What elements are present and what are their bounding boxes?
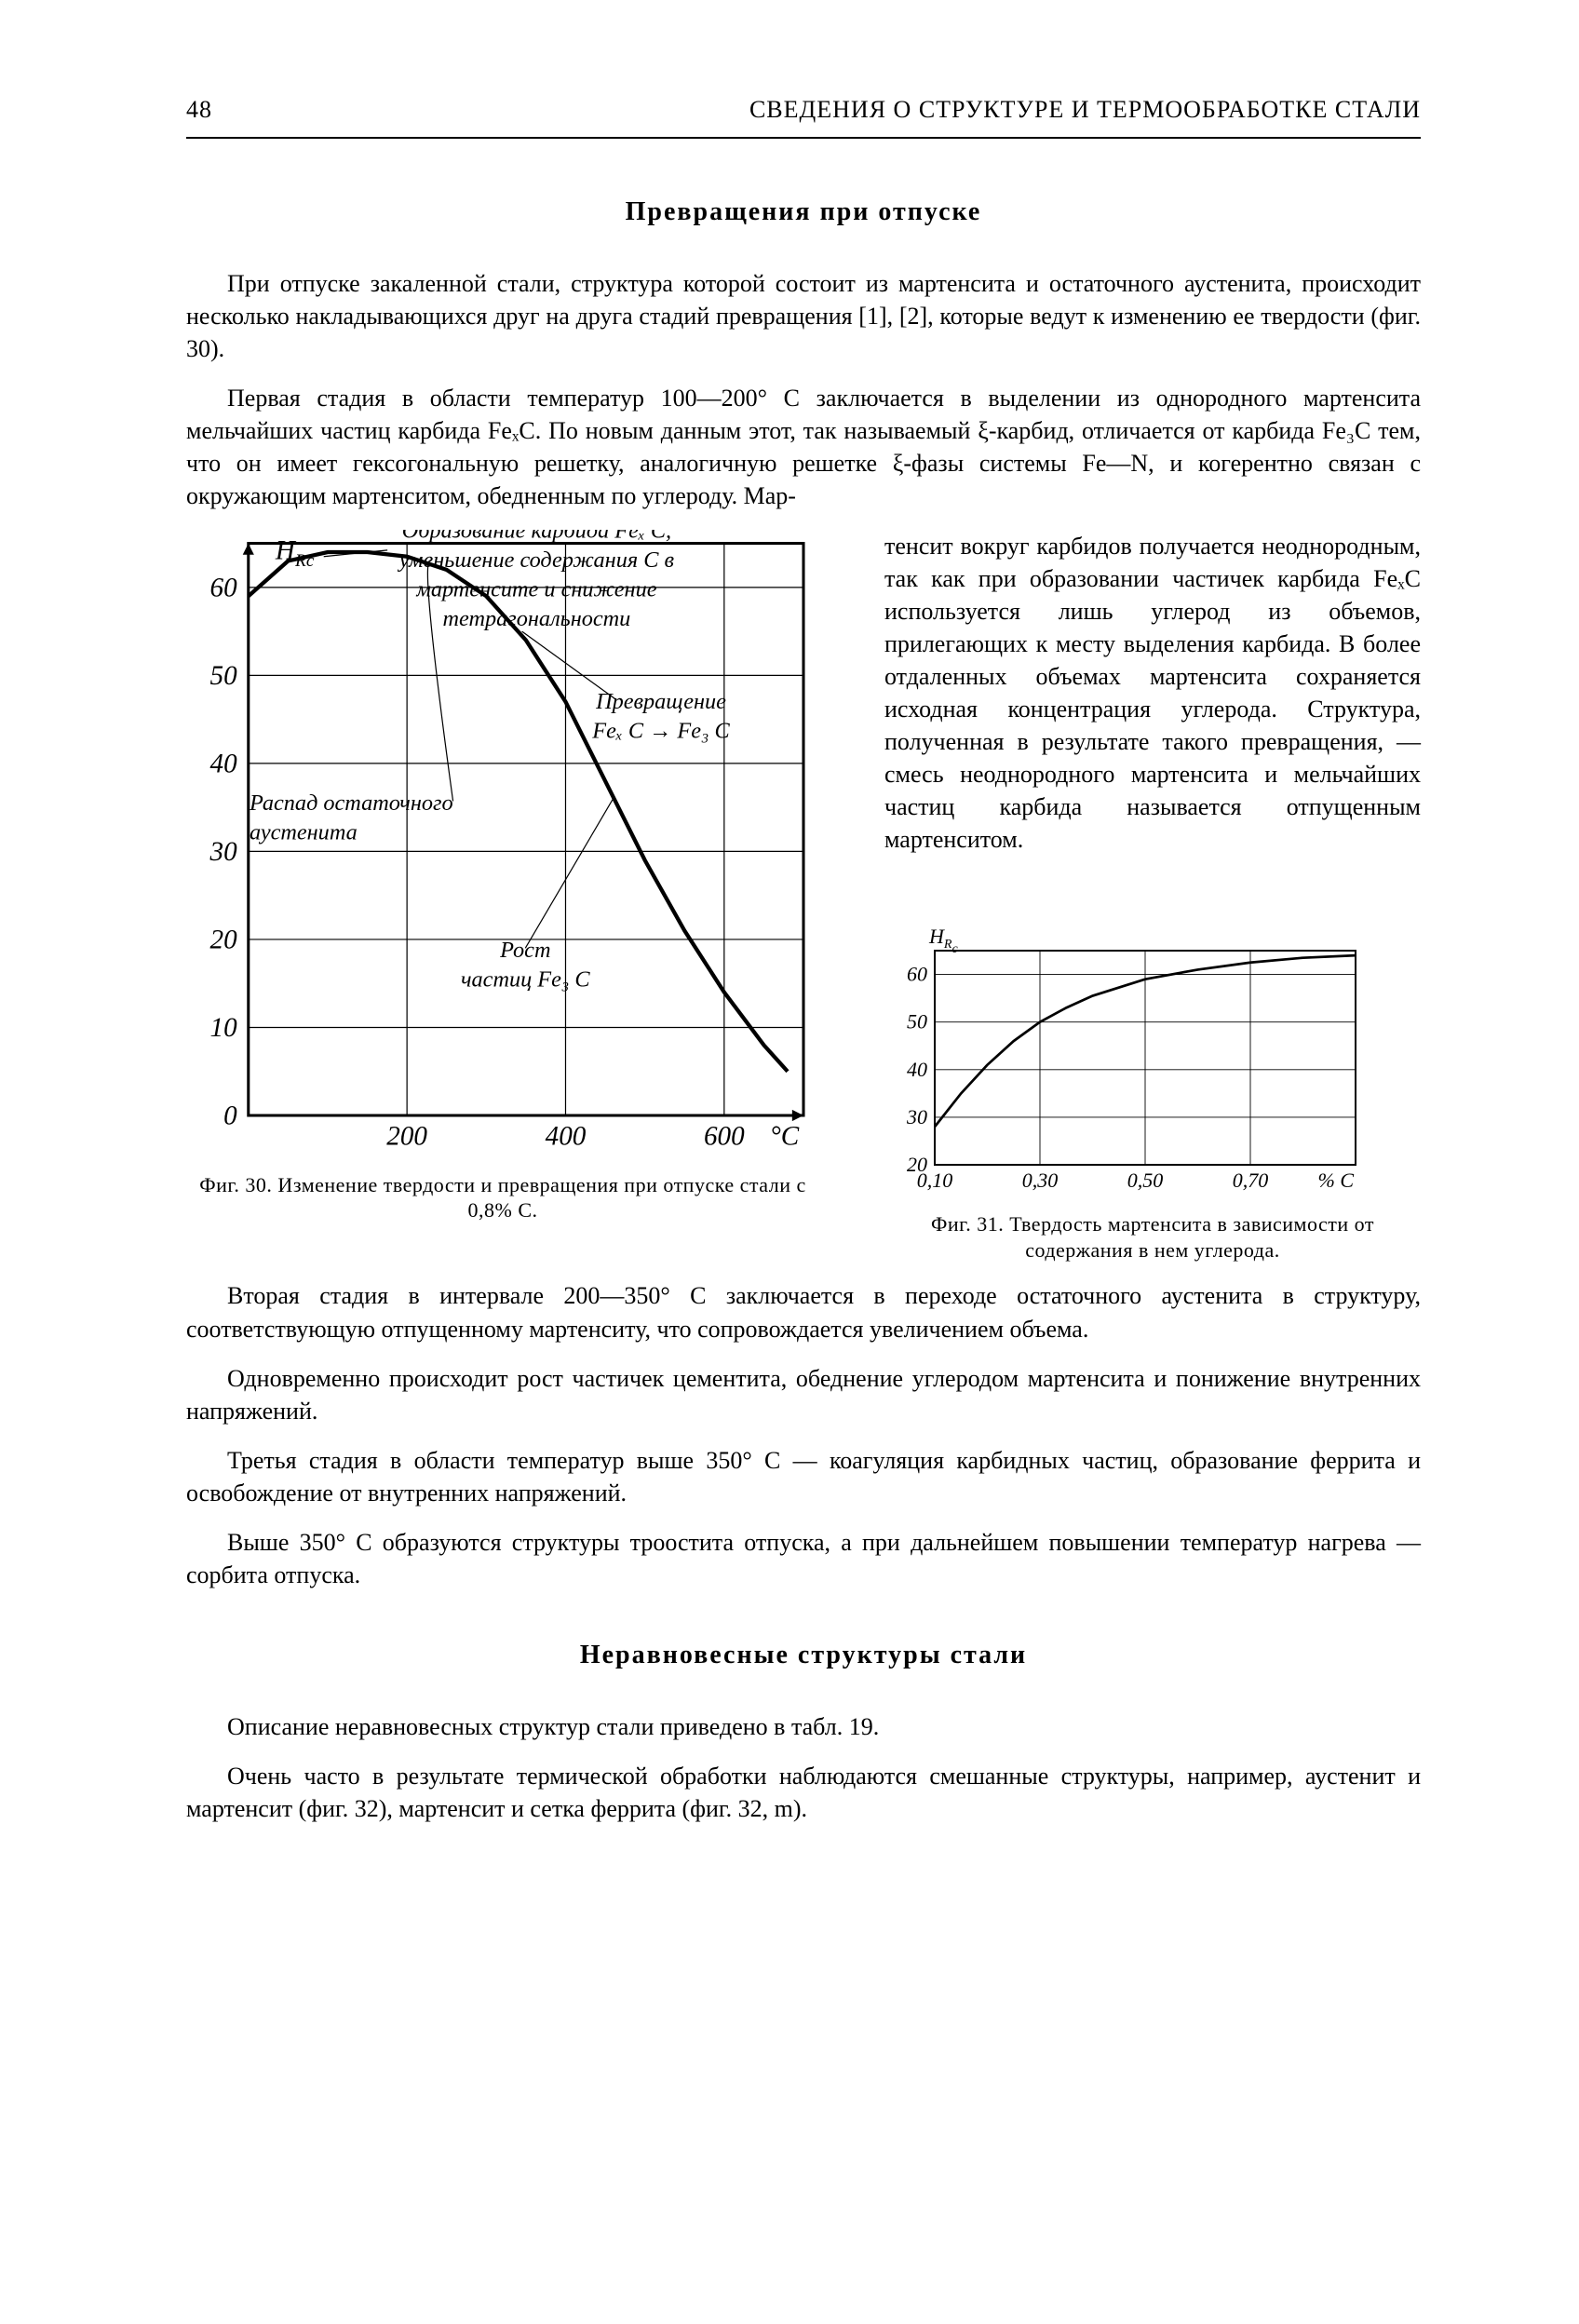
svg-text:0: 0: [223, 1101, 237, 1130]
svg-text:40: 40: [907, 1058, 927, 1081]
page-header: 48 СВЕДЕНИЯ О СТРУКТУРЕ И ТЕРМООБРАБОТКЕ…: [186, 93, 1421, 133]
svg-text:уменьшение содержания С в: уменьшение содержания С в: [397, 547, 675, 573]
paragraph: Одновременно происходит рост частичек це…: [186, 1362, 1421, 1427]
paragraph: При отпуске закаленной стали, структура …: [186, 267, 1421, 365]
figure-30-column: 0102030405060200400600HRc°CОбразование к…: [186, 530, 819, 1223]
svg-text:40: 40: [210, 749, 238, 778]
paragraph: Выше 350° С образуются структуры троости…: [186, 1526, 1421, 1591]
figure-30-chart: 0102030405060200400600HRc°CОбразование к…: [186, 530, 819, 1163]
svg-text:200: 200: [386, 1121, 427, 1151]
svg-text:Рост: Рост: [499, 938, 550, 963]
svg-text:% C: % C: [1318, 1169, 1355, 1192]
svg-text:Образование карбида Feₓ C,: Образование карбида Feₓ C,: [402, 530, 671, 544]
svg-text:60: 60: [907, 963, 927, 986]
svg-text:30: 30: [209, 837, 238, 867]
svg-text:°C: °C: [770, 1121, 800, 1151]
svg-text:0,70: 0,70: [1233, 1169, 1269, 1192]
svg-text:Распад остаточного: Распад остаточного: [249, 790, 453, 816]
svg-text:400: 400: [546, 1121, 587, 1151]
section-title: Неравновесные структуры стали: [186, 1638, 1421, 1673]
paragraph: Вторая стадия в интервале 200—350° С зак…: [186, 1279, 1421, 1344]
svg-text:HRc: HRc: [928, 925, 958, 956]
svg-text:0,50: 0,50: [1127, 1169, 1164, 1192]
svg-text:50: 50: [210, 661, 238, 691]
figure-text-row: 0 10 20 30 40 50 60 200 400 600 HRc °C Образование к…: [186, 530, 1421, 1263]
paragraph: Первая стадия в области температур 100—2…: [186, 382, 1421, 512]
svg-text:мартенсите и снижение: мартенсите и снижение: [415, 576, 656, 601]
svg-text:аустенита: аустенита: [250, 819, 358, 844]
svg-text:50: 50: [907, 1010, 927, 1034]
header-rule: [186, 137, 1421, 139]
svg-text:Превращение: Превращение: [595, 688, 726, 713]
svg-text:частиц Fe₃ C: частиц Fe₃ C: [461, 966, 590, 992]
svg-text:Feₓ C → Fe₃ C: Feₓ C → Fe₃ C: [591, 718, 730, 743]
svg-text:30: 30: [906, 1105, 927, 1128]
svg-text:0,30: 0,30: [1022, 1169, 1059, 1192]
svg-text:тетрагональности: тетрагональности: [443, 606, 631, 631]
page-number: 48: [186, 93, 212, 126]
svg-text:600: 600: [704, 1121, 745, 1151]
svg-text:20: 20: [210, 925, 238, 954]
figure-31-chart: 0,100,300,500,702030405060HRc% C: [884, 923, 1369, 1202]
svg-text:60: 60: [210, 573, 238, 602]
wrap-text-column: тенсит вокруг карбидов получается неодно…: [884, 530, 1421, 1263]
figure-31-caption: Фиг. 31. Твердость мартенсита в зависимо…: [884, 1211, 1421, 1263]
paragraph: тенсит вокруг карбидов получается неодно…: [884, 530, 1421, 857]
section-title: Превращения при отпуске: [186, 195, 1421, 230]
paragraph: Очень часто в результате термической обр…: [186, 1760, 1421, 1825]
running-head: СВЕДЕНИЯ О СТРУКТУРЕ И ТЕРМООБРАБОТКЕ СТ…: [749, 93, 1421, 126]
svg-text:20: 20: [907, 1153, 927, 1176]
paragraph: Третья стадия в области температур выше …: [186, 1444, 1421, 1509]
paragraph: Описание неравновесных структур стали пр…: [186, 1710, 1421, 1743]
figure-30-caption: Фиг. 30. Изменение твердости и превращен…: [186, 1172, 819, 1223]
svg-text:10: 10: [210, 1013, 238, 1043]
